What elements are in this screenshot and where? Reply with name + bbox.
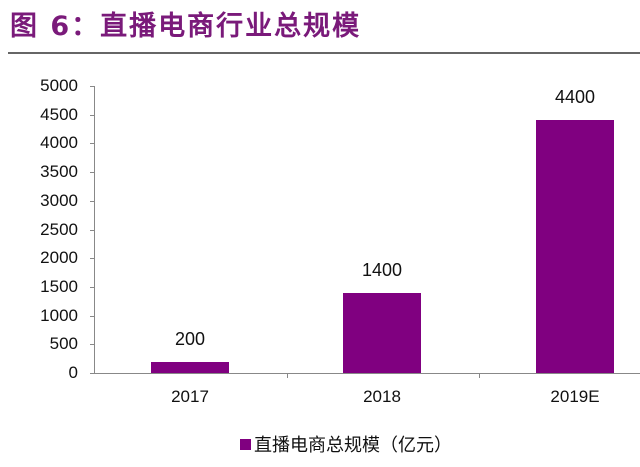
data-label: 4400 bbox=[554, 87, 596, 108]
y-tick-label: 1500 bbox=[40, 276, 78, 296]
data-label: 200 bbox=[174, 328, 206, 349]
y-tick bbox=[90, 229, 95, 231]
y-tick bbox=[90, 344, 95, 346]
x-tick-label: 2019E bbox=[550, 387, 600, 406]
y-tick bbox=[90, 114, 95, 116]
data-label: 1400 bbox=[361, 259, 403, 280]
y-tick-label: 3000 bbox=[40, 190, 78, 210]
x-tick-label: 2017 bbox=[171, 387, 209, 406]
y-tick-label: 0 bbox=[68, 363, 78, 382]
bar-2019E bbox=[536, 120, 614, 373]
x-tick bbox=[287, 373, 288, 378]
y-tick-label: 3500 bbox=[40, 162, 78, 182]
y-tick bbox=[90, 286, 95, 288]
x-tick-label: 2018 bbox=[363, 387, 401, 406]
y-tick-label: 2000 bbox=[40, 248, 78, 268]
legend-label: 直播电商总规模（亿元） bbox=[254, 435, 452, 456]
y-tick-label: 5000 bbox=[40, 76, 78, 95]
y-tick bbox=[90, 143, 95, 145]
y-tick-label: 4000 bbox=[40, 133, 78, 153]
y-tick bbox=[90, 315, 95, 317]
y-tick-label: 1000 bbox=[40, 305, 78, 325]
y-tick-label: 4500 bbox=[40, 104, 78, 124]
legend-swatch bbox=[240, 438, 251, 450]
y-tick bbox=[90, 86, 95, 87]
bar-2017 bbox=[151, 361, 229, 373]
y-tick bbox=[90, 258, 95, 260]
chart-title: 图 6：直播电商行业总规模 bbox=[10, 11, 362, 42]
x-tick bbox=[479, 373, 480, 378]
y-tick-label: 500 bbox=[49, 334, 78, 354]
x-axis bbox=[94, 373, 640, 374]
y-tick bbox=[90, 373, 95, 374]
y-tick bbox=[90, 172, 95, 174]
legend: 直播电商总规模（亿元） bbox=[240, 431, 452, 457]
bar-2018 bbox=[343, 292, 421, 373]
y-tick-label: 2500 bbox=[40, 219, 78, 239]
title-divider bbox=[8, 52, 640, 54]
y-tick bbox=[90, 200, 95, 202]
